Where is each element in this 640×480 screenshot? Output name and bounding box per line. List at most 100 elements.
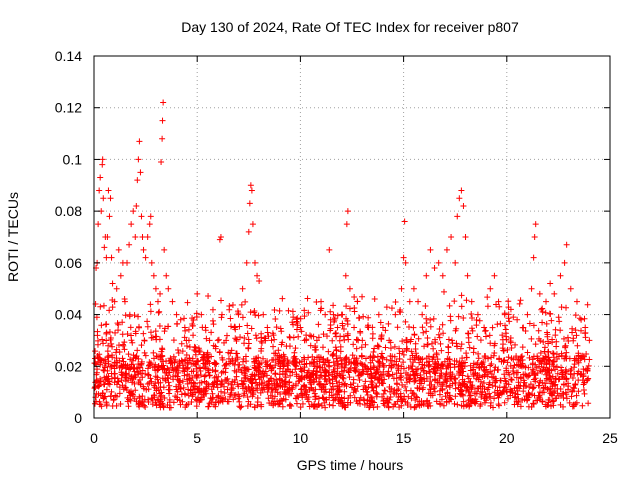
data-point xyxy=(131,365,138,372)
data-point xyxy=(243,259,250,266)
data-point xyxy=(182,404,189,411)
data-point xyxy=(578,327,585,334)
data-point xyxy=(101,362,108,369)
data-point xyxy=(544,329,551,336)
data-point xyxy=(100,340,107,347)
data-point xyxy=(464,272,471,279)
data-point xyxy=(256,277,263,284)
data-point xyxy=(411,356,418,363)
data-point xyxy=(567,367,574,374)
data-point xyxy=(436,387,443,394)
data-point xyxy=(223,332,230,339)
data-point xyxy=(239,314,246,321)
data-point xyxy=(473,322,480,329)
data-point xyxy=(490,352,497,359)
data-point xyxy=(433,398,440,405)
data-point xyxy=(184,299,191,306)
data-point xyxy=(400,254,407,261)
data-point xyxy=(390,375,397,382)
data-point xyxy=(232,391,239,398)
data-point xyxy=(279,339,286,346)
data-point xyxy=(435,259,442,266)
data-point xyxy=(225,380,232,387)
data-point xyxy=(341,395,348,402)
data-point xyxy=(94,366,101,373)
data-point xyxy=(563,241,570,248)
data-point xyxy=(504,395,511,402)
data-point xyxy=(454,213,461,220)
data-point xyxy=(181,368,188,375)
data-point xyxy=(157,396,164,403)
data-point xyxy=(343,383,350,390)
data-point xyxy=(326,394,333,401)
data-point xyxy=(459,376,466,383)
data-point xyxy=(469,384,476,391)
data-point xyxy=(226,302,233,309)
data-point xyxy=(109,352,116,359)
data-point xyxy=(458,303,465,310)
data-point xyxy=(276,352,283,359)
data-point xyxy=(428,381,435,388)
data-point xyxy=(237,404,244,411)
data-point xyxy=(214,384,221,391)
data-point xyxy=(456,195,463,202)
data-point xyxy=(353,398,360,405)
data-point xyxy=(193,373,200,380)
data-point xyxy=(540,385,547,392)
data-point xyxy=(483,397,490,404)
data-point xyxy=(431,383,438,390)
data-point xyxy=(125,403,132,410)
data-point xyxy=(337,343,344,350)
data-point xyxy=(97,174,104,181)
data-point xyxy=(182,327,189,334)
data-point xyxy=(117,272,124,279)
data-point xyxy=(235,361,242,368)
data-point xyxy=(372,382,379,389)
data-point xyxy=(538,306,545,313)
data-point xyxy=(179,378,186,385)
data-point xyxy=(96,398,103,405)
data-point xyxy=(400,351,407,358)
data-point xyxy=(307,379,314,386)
data-point xyxy=(106,213,113,220)
data-point xyxy=(196,379,203,386)
data-point xyxy=(354,298,361,305)
data-point xyxy=(221,339,228,346)
data-point xyxy=(92,355,99,362)
data-point xyxy=(439,321,446,328)
data-point xyxy=(513,398,520,405)
data-point xyxy=(482,327,489,334)
data-point xyxy=(578,371,585,378)
data-point xyxy=(495,298,502,305)
data-point xyxy=(468,311,475,318)
data-point xyxy=(233,336,240,343)
data-point xyxy=(346,285,353,292)
data-point xyxy=(244,322,251,329)
data-point xyxy=(301,390,308,397)
data-point xyxy=(195,345,202,352)
data-point xyxy=(452,259,459,266)
data-point xyxy=(463,387,470,394)
data-point xyxy=(507,339,514,346)
data-point xyxy=(163,272,170,279)
data-point xyxy=(104,354,111,361)
data-point xyxy=(387,339,394,346)
data-point xyxy=(445,356,452,363)
data-point xyxy=(332,374,339,381)
data-point xyxy=(333,346,340,353)
data-point xyxy=(239,385,246,392)
data-point xyxy=(340,401,347,408)
data-point xyxy=(575,357,581,364)
data-point xyxy=(441,358,448,365)
data-point xyxy=(319,364,326,371)
data-point xyxy=(343,354,350,361)
data-point xyxy=(482,333,489,340)
data-point xyxy=(212,343,219,350)
data-point xyxy=(414,385,421,392)
data-point xyxy=(340,375,347,382)
data-point xyxy=(487,285,494,292)
data-point xyxy=(378,333,385,340)
data-point xyxy=(203,335,210,342)
data-point xyxy=(189,320,196,327)
data-point xyxy=(399,381,406,388)
